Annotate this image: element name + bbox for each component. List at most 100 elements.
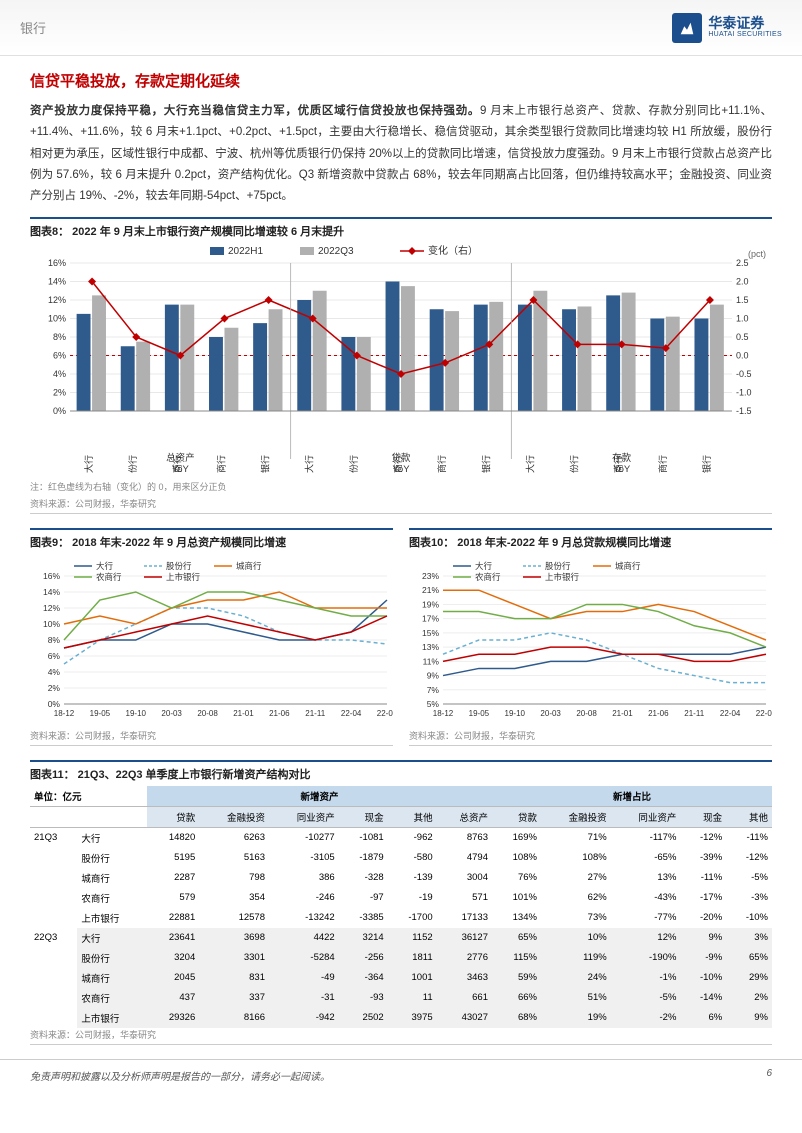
svg-text:17%: 17% (422, 614, 439, 624)
svg-text:23%: 23% (422, 571, 439, 581)
brand-name-cn: 华泰证券 (708, 16, 782, 31)
svg-text:1.0: 1.0 (736, 314, 749, 324)
svg-text:农商行: 农商行 (215, 455, 226, 473)
svg-text:9%: 9% (427, 670, 440, 680)
svg-text:股份行: 股份行 (545, 561, 571, 571)
svg-text:农商行: 农商行 (475, 572, 501, 582)
svg-text:股份行: 股份行 (127, 455, 138, 473)
svg-text:存款: 存款 (612, 452, 632, 464)
svg-text:0%: 0% (53, 406, 66, 416)
section-paragraph: 资产投放力度保持平稳，大行充当稳信贷主力军，优质区域行信贷投放也保持强劲。9 月… (30, 101, 772, 207)
chart8-title: 图表8： 2022 年 9 月末上市银行资产规模同比增速较 6 月末提升 (30, 217, 772, 243)
svg-text:21%: 21% (422, 585, 439, 595)
svg-text:城商行: 城商行 (615, 561, 641, 571)
svg-text:19-05: 19-05 (90, 709, 111, 718)
svg-text:2%: 2% (53, 388, 66, 398)
svg-text:13%: 13% (422, 642, 439, 652)
svg-text:0.5: 0.5 (736, 332, 749, 342)
page-number: 6 (766, 1068, 772, 1083)
svg-text:YoY: YoY (392, 464, 410, 473)
svg-text:21-06: 21-06 (648, 709, 669, 718)
svg-text:贷款: 贷款 (391, 452, 411, 464)
table11-source: 资料来源：公司财报，华泰研究 (30, 1028, 772, 1045)
svg-text:上市银行: 上市银行 (166, 572, 201, 582)
section-title: 信贷平稳投放，存款定期化延续 (30, 70, 772, 91)
svg-text:(pct): (pct) (748, 249, 766, 259)
svg-text:-0.5: -0.5 (736, 369, 752, 379)
svg-text:19-10: 19-10 (505, 709, 526, 718)
para-lead: 资产投放力度保持平稳，大行充当稳信贷主力军，优质区域行信贷投放也保持强劲。 (30, 105, 480, 117)
svg-text:6%: 6% (48, 651, 61, 661)
brand-logo: 华泰证券 HUATAI SECURITIES (672, 13, 782, 43)
svg-text:15%: 15% (422, 628, 439, 638)
chart10-svg: 5%7%9%11%13%15%17%19%21%23%18-1219-0519-… (409, 554, 772, 724)
svg-text:20-03: 20-03 (540, 709, 561, 718)
svg-text:4%: 4% (53, 369, 66, 379)
svg-text:20-03: 20-03 (161, 709, 182, 718)
svg-text:-1.5: -1.5 (736, 406, 752, 416)
svg-text:18-12: 18-12 (54, 709, 75, 718)
chart8-svg: 0%2%4%6%8%10%12%14%16%-1.5-1.0-0.50.00.5… (30, 243, 772, 473)
svg-text:20-08: 20-08 (197, 709, 218, 718)
svg-text:14%: 14% (48, 277, 66, 287)
svg-text:10%: 10% (48, 314, 66, 324)
svg-text:10%: 10% (43, 619, 60, 629)
svg-text:21-11: 21-11 (684, 709, 704, 718)
svg-text:18-12: 18-12 (433, 709, 454, 718)
chart10-title: 图表10： 2018 年末-2022 年 9 月总贷款规模同比增速 (409, 528, 772, 554)
svg-text:22-09: 22-09 (756, 709, 772, 718)
page-footer: 免责声明和披露以及分析师声明是报告的一部分，请务必一起阅读。 6 (0, 1059, 802, 1091)
svg-text:股份行: 股份行 (348, 455, 359, 473)
svg-text:11%: 11% (423, 656, 440, 666)
svg-text:国有大行: 国有大行 (524, 455, 535, 473)
svg-text:农商行: 农商行 (657, 455, 668, 473)
svg-text:大行: 大行 (475, 561, 493, 571)
svg-text:6%: 6% (53, 351, 66, 361)
table11: 单位：亿元新增资产新增占比贷款金融投资同业资产现金其他总资产贷款金融投资同业资产… (30, 786, 772, 1028)
svg-text:-1.0: -1.0 (736, 388, 752, 398)
svg-text:大行: 大行 (96, 561, 114, 571)
svg-text:16%: 16% (43, 571, 60, 581)
svg-text:上市银行: 上市银行 (701, 455, 712, 473)
brand-name-en: HUATAI SECURITIES (708, 31, 782, 39)
svg-text:国有大行: 国有大行 (83, 455, 94, 473)
para-body: 9 月末上市银行总资产、贷款、存款分别同比+11.1%、+11.4%、+11.6… (30, 105, 772, 202)
svg-text:8%: 8% (48, 635, 61, 645)
svg-text:2022Q3: 2022Q3 (318, 246, 354, 257)
svg-text:21-11: 21-11 (305, 709, 325, 718)
svg-text:2.0: 2.0 (736, 277, 749, 287)
svg-text:12%: 12% (43, 603, 60, 613)
svg-text:2%: 2% (48, 683, 61, 693)
svg-text:0%: 0% (48, 699, 61, 709)
svg-text:21-06: 21-06 (269, 709, 290, 718)
svg-text:2022H1: 2022H1 (228, 246, 263, 257)
category-label: 银行 (20, 18, 46, 37)
svg-text:上市银行: 上市银行 (545, 572, 580, 582)
svg-text:总资产: 总资产 (166, 452, 195, 464)
svg-text:城商行: 城商行 (236, 561, 262, 571)
svg-text:农商行: 农商行 (96, 572, 122, 582)
svg-text:农商行: 农商行 (436, 455, 447, 473)
svg-text:上市银行: 上市银行 (480, 455, 491, 473)
logo-icon (672, 13, 702, 43)
svg-text:股份行: 股份行 (569, 455, 580, 473)
table11-title: 图表11： 21Q3、22Q3 单季度上市银行新增资产结构对比 (30, 760, 772, 786)
svg-text:12%: 12% (48, 295, 66, 305)
svg-text:股份行: 股份行 (166, 561, 192, 571)
svg-text:20-08: 20-08 (576, 709, 597, 718)
svg-text:YoY: YoY (172, 464, 190, 473)
svg-text:上市银行: 上市银行 (260, 455, 271, 473)
chart9-svg: 0%2%4%6%8%10%12%14%16%18-1219-0519-1020-… (30, 554, 393, 724)
chart10-source: 资料来源：公司财报，华泰研究 (409, 729, 772, 746)
chart8-note: 注：红色虚线为右轴（变化）的 0，用来区分正负 (30, 478, 772, 497)
svg-text:22-04: 22-04 (720, 709, 741, 718)
svg-text:变化（右）: 变化（右） (428, 244, 478, 257)
chart8-source: 资料来源：公司财报，华泰研究 (30, 497, 772, 514)
svg-text:19-05: 19-05 (469, 709, 490, 718)
svg-text:4%: 4% (48, 667, 61, 677)
svg-text:YoY: YoY (613, 464, 631, 473)
svg-text:0.0: 0.0 (736, 351, 749, 361)
chart9-title: 图表9： 2018 年末-2022 年 9 月总资产规模同比增速 (30, 528, 393, 554)
svg-text:19%: 19% (422, 599, 439, 609)
footer-disclaimer: 免责声明和披露以及分析师声明是报告的一部分，请务必一起阅读。 (30, 1068, 330, 1083)
